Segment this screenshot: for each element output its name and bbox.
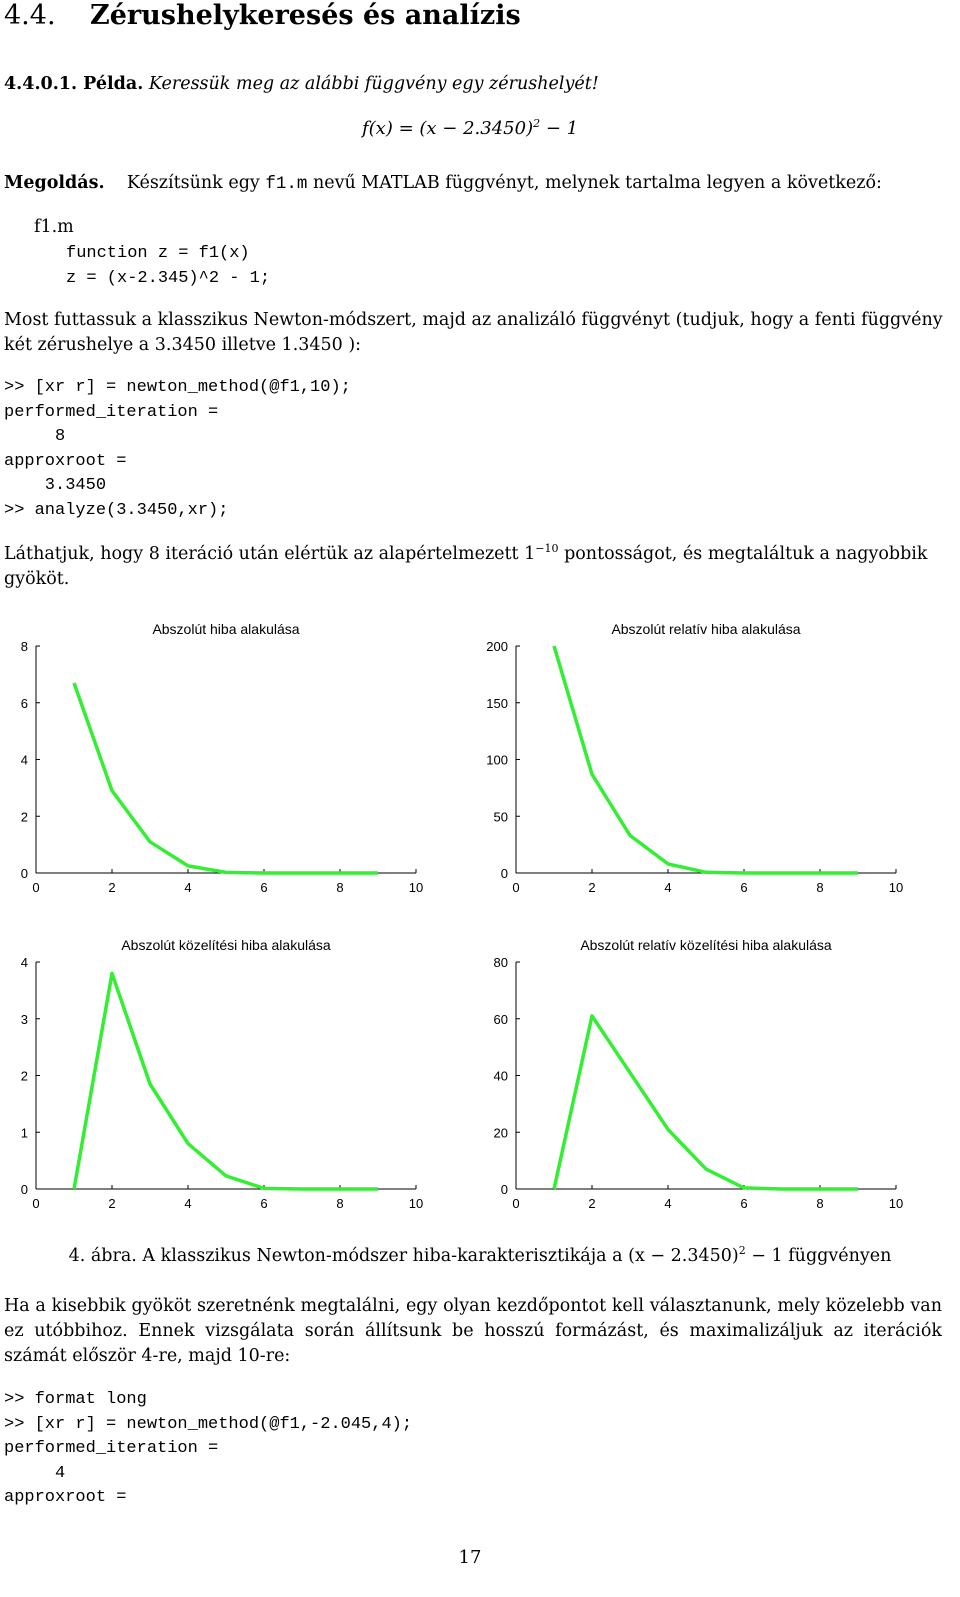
x-tick-label: 2 <box>588 1196 595 1211</box>
x-tick-label: 0 <box>32 1196 39 1211</box>
caption-text-before: 4. ábra. A klasszikus Newton-módszer hib… <box>68 1246 739 1266</box>
code-block-format-long: >> format long >> [xr r] = newton_method… <box>4 1390 413 1508</box>
y-tick-label: 0 <box>21 1182 28 1197</box>
file-name: f1.m <box>34 217 74 237</box>
figure-caption: 4. ábra. A klasszikus Newton-módszer hib… <box>0 1244 960 1269</box>
paragraph-newton: Most futtassuk a klasszikus Newton-módsz… <box>4 310 943 355</box>
x-tick-label: 10 <box>889 880 903 895</box>
y-tick-label: 0 <box>21 866 28 881</box>
x-tick-label: 6 <box>740 1196 747 1211</box>
x-tick-label: 4 <box>664 880 671 895</box>
chart-title: Abszolút közelítési hiba alakulása <box>121 937 331 953</box>
series-line <box>552 645 858 875</box>
result-exponent: −10 <box>535 542 559 556</box>
formula: f(x) = (x − 2.3450)2 − 1 <box>362 118 578 139</box>
code-block-newton-run: >> [xr r] = newton_method(@f1,10); perfo… <box>4 378 351 520</box>
y-tick-label: 200 <box>486 639 508 654</box>
y-tick-label: 20 <box>494 1125 508 1140</box>
solution-statement: Megoldás. Készítsünk egy f1.m nevű MATLA… <box>4 171 882 197</box>
result-text-after: pontosságot, és megtaláltuk a nagyobbik … <box>4 544 928 589</box>
x-tick-label: 8 <box>816 1196 823 1211</box>
y-tick-label: 0 <box>501 866 508 881</box>
y-tick-label: 4 <box>21 753 28 768</box>
series-line <box>552 1014 858 1191</box>
page-number: 17 <box>458 1547 482 1568</box>
x-tick-label: 4 <box>664 1196 671 1211</box>
x-tick-label: 0 <box>32 880 39 895</box>
code-block-function: function z = f1(x) z = (x-2.345)^2 - 1; <box>66 244 271 288</box>
y-tick-label: 40 <box>494 1069 508 1084</box>
y-tick-label: 80 <box>494 955 508 970</box>
example-label: 4.4.0.1. Példa. <box>4 74 144 94</box>
x-tick-label: 10 <box>409 880 423 895</box>
y-tick-label: 3 <box>21 1012 28 1027</box>
chart-absolute-error: Abszolút hiba alakulása 0 2 4 6 8 0 2 4 6 8 10 <box>21 621 423 895</box>
y-tick-label: 1 <box>21 1125 28 1140</box>
section-title: 4.4. Zérushelykeresés és analízis <box>4 0 521 31</box>
x-tick-label: 10 <box>889 1196 903 1211</box>
y-tick-label: 8 <box>21 639 28 654</box>
y-tick-label: 50 <box>494 809 508 824</box>
y-tick-label: 100 <box>486 753 508 768</box>
section-number: 4.4. <box>4 0 56 31</box>
x-tick-label: 2 <box>108 1196 115 1211</box>
x-tick-label: 2 <box>108 880 115 895</box>
series-line <box>72 971 378 1191</box>
x-tick-label: 8 <box>336 1196 343 1211</box>
paragraph-result: Láthatjuk, hogy 8 iteráció után elértük … <box>4 542 944 592</box>
y-tick-label: 6 <box>21 696 28 711</box>
solution-label: Megoldás. <box>4 173 105 193</box>
solution-text-before: Készítsünk egy <box>126 173 266 193</box>
x-tick-label: 6 <box>260 880 267 895</box>
x-tick-label: 4 <box>184 1196 191 1211</box>
example-statement: 4.4.0.1. Példa. Keressük meg az alábbi f… <box>4 72 599 97</box>
chart-absolute-relative-approx-error: Abszolút relatív közelítési hiba alakulá… <box>494 937 904 1211</box>
chart-title: Abszolút relatív közelítési hiba alakulá… <box>580 937 832 953</box>
x-tick-label: 8 <box>336 880 343 895</box>
chart-title: Abszolút hiba alakulása <box>152 621 299 637</box>
section-heading: Zérushelykeresés és analízis <box>90 0 521 31</box>
y-tick-label: 2 <box>21 1069 28 1084</box>
chart-absolute-approx-error: Abszolút közelítési hiba alakulása 0 1 2 3 4 0… <box>21 937 423 1211</box>
y-tick-label: 4 <box>21 955 28 970</box>
caption-exponent: 2 <box>738 1244 746 1258</box>
x-tick-label: 4 <box>184 880 191 895</box>
solution-code-name: f1.m <box>265 174 308 194</box>
solution-text-after: nevű MATLAB függvényt, melynek tartalma … <box>307 173 882 193</box>
formula-left: f(x) = (x − 2.3450) <box>362 118 534 139</box>
caption-text-after: − 1 függvényen <box>745 1246 892 1266</box>
formula-exponent: 2 <box>533 117 541 130</box>
x-tick-label: 2 <box>588 880 595 895</box>
x-tick-label: 6 <box>260 1196 267 1211</box>
example-text: Keressük meg az alábbi függvény egy zéru… <box>148 74 599 94</box>
y-tick-label: 60 <box>494 1012 508 1027</box>
chart-absolute-relative-error: Abszolút relatív hiba alakulása050100150… <box>486 621 903 895</box>
y-tick-label: 0 <box>501 1182 508 1197</box>
paragraph-smaller-root: Ha a kisebbik gyököt szeretnénk megtalál… <box>4 1296 942 1366</box>
series-line <box>72 682 378 875</box>
x-tick-label: 0 <box>512 1196 519 1211</box>
x-tick-label: 0 <box>512 880 519 895</box>
chart-title: Abszolút relatív hiba alakulása <box>611 621 800 637</box>
x-tick-label: 10 <box>409 1196 423 1211</box>
y-tick-label: 150 <box>486 696 508 711</box>
y-tick-label: 2 <box>21 809 28 824</box>
formula-right: − 1 <box>540 118 579 139</box>
x-tick-label: 8 <box>816 880 823 895</box>
result-text-before: Láthatjuk, hogy 8 iteráció után elértük … <box>4 544 536 564</box>
x-tick-label: 6 <box>740 880 747 895</box>
